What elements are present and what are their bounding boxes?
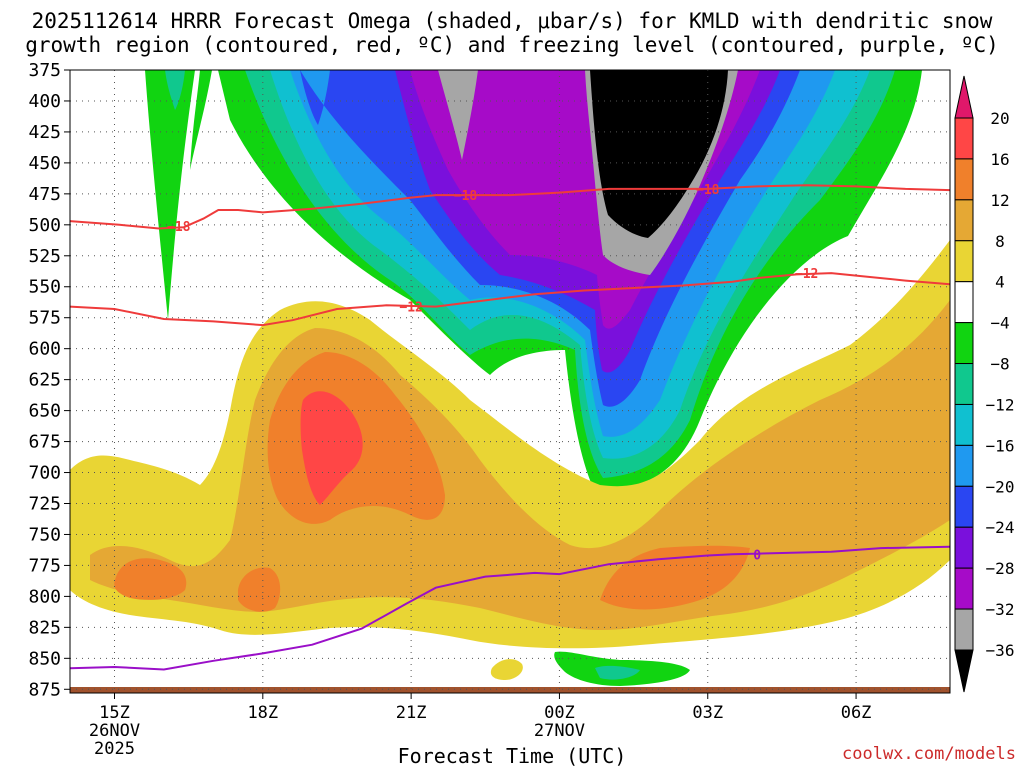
contour-label-dgz-top: −18 <box>696 183 720 198</box>
temperature-contours: −18 −18 −18 −12 −12 0 <box>69 183 951 671</box>
omega-shading <box>70 70 950 693</box>
y-tick-label: 525 <box>28 246 61 267</box>
y-tick-label: 550 <box>28 277 61 298</box>
contour-label-dgz-bottom: −12 <box>399 301 422 316</box>
colorbar-swatch <box>954 526 974 569</box>
chart-title-line-2: growth region (contoured, red, ºC) and f… <box>25 33 999 57</box>
y-tick-label: 425 <box>28 122 61 143</box>
x-axis-title: Forecast Time (UTC) <box>397 744 627 768</box>
colorbar-swatch <box>954 608 974 651</box>
contour-label-dgz-top: −18 <box>167 220 191 235</box>
colorbar-level-label: 8 <box>995 232 1005 251</box>
colorbar-level-label: −16 <box>986 436 1015 455</box>
x-tick-date: 27NOV <box>534 721 585 741</box>
colorbar-swatch <box>954 117 974 160</box>
x-tick-label: 06Z <box>841 703 872 723</box>
colorbar-swatch <box>954 363 974 405</box>
omega-shade-green-left <box>145 70 195 320</box>
colorbar-level-label: 12 <box>990 191 1009 210</box>
colorbar-level-label: −8 <box>990 355 1009 374</box>
x-tick-label: 00Z <box>544 703 575 723</box>
contour-line-freezing-level <box>69 545 951 671</box>
y-tick-label: 700 <box>28 463 61 484</box>
y-tick-label: 800 <box>28 586 61 607</box>
colorbar-swatch <box>954 567 974 610</box>
colorbar-level-label: −36 <box>986 641 1015 660</box>
colorbar-swatch <box>954 444 974 487</box>
y-tick-label: 500 <box>28 215 61 236</box>
colorbar-level-label: 4 <box>995 273 1005 292</box>
x-tick-label: 21Z <box>396 703 427 723</box>
omega-shade-gold-right <box>935 350 950 410</box>
y-tick-label: 575 <box>28 308 61 329</box>
y-tick-label: 725 <box>28 493 61 514</box>
colorbar-over-arrow <box>954 75 974 119</box>
omega-shade-yellow-blob1 <box>490 659 523 680</box>
y-tick-label: 875 <box>28 679 61 700</box>
omega-shade-orange-left <box>114 558 187 600</box>
omega-shade-teal-low <box>595 665 640 680</box>
colorbar-level-label: −28 <box>986 559 1015 578</box>
colorbar-level-label: −12 <box>986 395 1015 414</box>
colorbar-level-label: −20 <box>986 477 1015 496</box>
contour-label-freezing-level: 0 <box>753 548 761 563</box>
y-tick-label: 675 <box>28 432 61 453</box>
y-tick-label: 775 <box>28 555 61 576</box>
omega-shade-orange-left2 <box>238 567 281 612</box>
colorbar-level-label: −24 <box>986 518 1015 537</box>
colorbar-swatch <box>954 199 974 242</box>
colorbar-swatch <box>954 240 974 283</box>
y-tick-label: 825 <box>28 617 61 638</box>
y-tick-label: 600 <box>28 339 61 360</box>
plot-frame <box>69 69 951 694</box>
colorbar-level-label: −4 <box>990 314 1009 333</box>
x-tick-label: 18Z <box>247 703 278 723</box>
colorbar-under-arrow <box>954 649 974 693</box>
colorbar-swatch <box>954 322 974 365</box>
chart-title-line-1: 2025112614 HRRR Forecast Omega (shaded, … <box>31 9 993 33</box>
site-credit: coolwx.com/models <box>842 744 1016 764</box>
omega-shade-green-left2 <box>190 70 212 170</box>
x-tick-date: 26NOV <box>89 721 140 741</box>
y-tick-label: 625 <box>28 370 61 391</box>
colorbar-level-label: 16 <box>990 150 1009 169</box>
omega-shade-grey-left <box>438 70 478 160</box>
contour-label-dgz-top: −18 <box>454 189 478 204</box>
colorbar-level-label: 20 <box>990 109 1009 128</box>
x-tick-label: 15Z <box>99 703 130 723</box>
colorbar-level-label: −32 <box>986 600 1015 619</box>
colorbar-swatch <box>954 403 974 446</box>
omega-shade-red <box>300 391 363 505</box>
contour-line-dgz-top <box>69 184 951 230</box>
colorbar-swatch <box>954 158 974 201</box>
omega-colorbar: 20 16 12 8 4 −4 −8 −12 −16 −20 −24 −28 −32 −36 <box>954 75 1015 693</box>
y-tick-label: 375 <box>28 60 61 81</box>
ground-surface <box>70 687 950 693</box>
y-tick-label: 650 <box>28 401 61 422</box>
y-tick-label: 450 <box>28 153 61 174</box>
contour-line-dgz-bottom <box>69 272 951 327</box>
x-tick-year: 2025 <box>94 739 135 759</box>
omega-shade-teal-left <box>165 70 185 110</box>
y-tick-label: 475 <box>28 184 61 205</box>
contour-label-dgz-bottom: −12 <box>795 267 818 282</box>
colorbar-swatch <box>954 281 974 324</box>
x-tick-label: 03Z <box>692 703 723 723</box>
y-tick-label: 750 <box>28 524 61 545</box>
omega-shade-black <box>590 70 728 238</box>
y-tick-label: 850 <box>28 648 61 669</box>
y-tick-label: 400 <box>28 91 61 112</box>
colorbar-swatch <box>954 485 974 528</box>
pressure-axis: 375 400 425 450 475 500 525 550 575 600 625 650 675 7… <box>28 60 70 700</box>
